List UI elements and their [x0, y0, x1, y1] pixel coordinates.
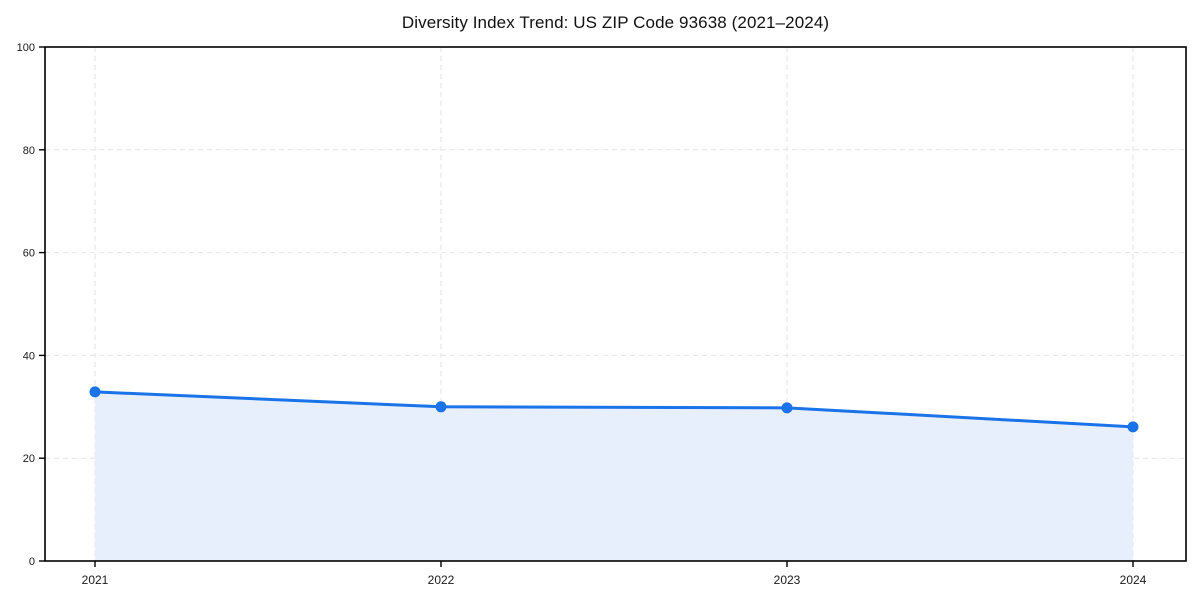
y-axis-tick-label: 0 — [29, 556, 35, 568]
x-axis-tick-label: 2023 — [774, 573, 801, 587]
y-axis-tick-label: 20 — [23, 453, 35, 465]
x-axis-tick-label: 2021 — [82, 573, 109, 587]
data-point-2024 — [1127, 421, 1139, 433]
plot-border — [44, 46, 1187, 562]
x-axis-tick-label: 2022 — [428, 573, 455, 587]
data-point-2022 — [435, 401, 447, 413]
data-point-2021 — [89, 386, 101, 398]
x-axis-tick-label: 2024 — [1120, 573, 1147, 587]
y-axis-tick-label: 80 — [23, 145, 35, 157]
trend-line — [93, 390, 1135, 429]
area-fill — [95, 391, 1133, 561]
y-axis-tick-label: 100 — [17, 42, 35, 54]
data-point-2023 — [781, 402, 793, 414]
y-axis-tick-label: 60 — [23, 248, 35, 260]
y-axis-tick-label: 40 — [23, 350, 35, 362]
chart-title: Diversity Index Trend: US ZIP Code 93638… — [401, 13, 830, 32]
